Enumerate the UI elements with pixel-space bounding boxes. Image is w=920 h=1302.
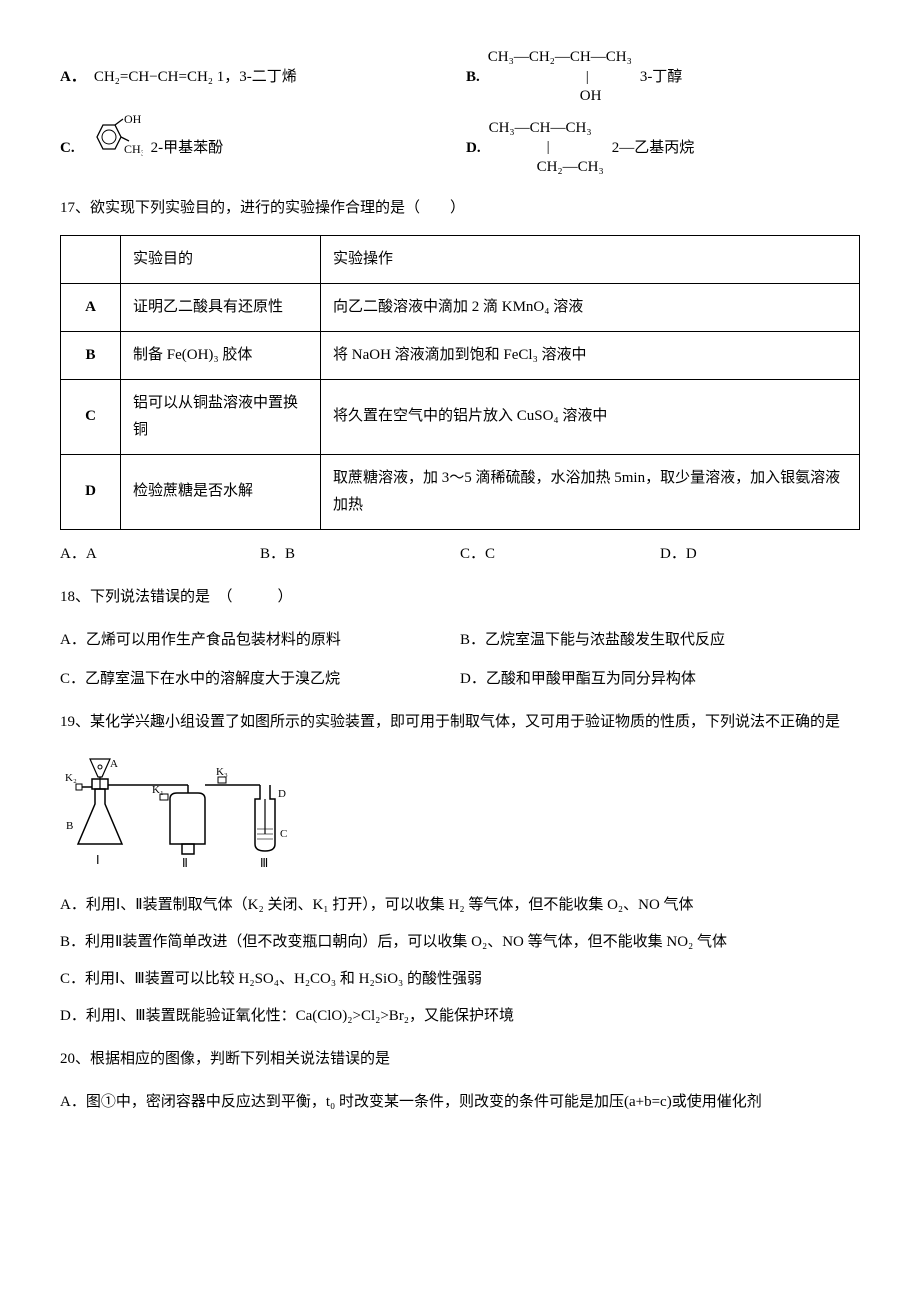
q19-a: A．利用Ⅰ、Ⅱ装置制取气体（K₂ 关闭、K₁ 打开），可以收集 H₂ 等气体，但… — [60, 889, 860, 922]
row-a-purpose: 证明乙二酸具有还原性 — [121, 283, 321, 331]
q19-d: D．利用Ⅰ、Ⅲ装置既能验证氧化性：Ca(ClO)₂>Cl₂>Br₂，又能保护环境 — [60, 1000, 860, 1033]
q17-table: 实验目的 实验操作 A 证明乙二酸具有还原性 向乙二酸溶液中滴加 2 滴 KMn… — [60, 235, 860, 530]
table-row: D 检验蔗糖是否水解 取蔗糖溶液，加 3～5 滴稀硫酸，水浴加热 5min，取少… — [61, 454, 860, 529]
q20-a: A．图①中，密闭容器中反应达到平衡，t₀ 时改变某一条件，则改变的条件可能是加压… — [60, 1086, 860, 1119]
apparatus-diagram: K₂ A B Ⅰ K₁ Ⅱ K₃ D C Ⅲ — [60, 749, 860, 879]
row-d-operation: 取蔗糖溶液，加 3～5 滴稀硫酸，水浴加热 5min，取少量溶液，加入银氨溶液加… — [321, 454, 860, 529]
q17-stem: 17、欲实现下列实验目的，进行的实验操作合理的是（ ） — [60, 192, 860, 225]
table-row: A 证明乙二酸具有还原性 向乙二酸溶液中滴加 2 滴 KMnO₄ 溶液 — [61, 283, 860, 331]
svg-text:D: D — [278, 788, 286, 800]
q18-stem: 18、下列说法错误的是 （ ） — [60, 581, 860, 614]
option-b-name: 3-丁醇 — [640, 61, 683, 94]
svg-text:CH₃: CH₃ — [124, 142, 143, 156]
q16-row-ab: A． CH₂=CH−CH=CH₂ 1，3-二丁烯 B. CH₃—CH₂—CH—C… — [60, 48, 860, 107]
option-c-label: C. — [60, 132, 75, 165]
q17-ans-a: A．A — [60, 538, 260, 571]
struct-d-bar: | — [489, 138, 604, 158]
q18-row-cd: C．乙醇室温下在水中的溶解度大于溴乙烷 D．乙酸和甲酸甲酯互为同分异构体 — [60, 663, 860, 696]
svg-text:K₂: K₂ — [65, 772, 77, 784]
row-b-operation: 将 NaOH 溶液滴加到饱和 FeCl₃ 溶液中 — [321, 331, 860, 379]
svg-text:B: B — [66, 820, 73, 832]
struct-b-bottom: OH — [488, 87, 632, 107]
q17-answers: A．A B．B C．C D．D — [60, 538, 860, 571]
struct-d-top: CH₃—CH—CH₃ — [489, 119, 604, 139]
q17-ans-c: C．C — [460, 538, 660, 571]
option-a-formula: CH₂=CH−CH=CH₂ 1，3-二丁烯 — [94, 61, 297, 94]
q17-ans-b: B．B — [260, 538, 460, 571]
q17-h-col2: 实验目的 — [121, 235, 321, 283]
q18-c: C．乙醇室温下在水中的溶解度大于溴乙烷 — [60, 663, 460, 696]
q20-stem: 20、根据相应的图像，判断下列相关说法错误的是 — [60, 1043, 860, 1076]
row-c-id: C — [61, 379, 121, 454]
row-a-id: A — [61, 283, 121, 331]
svg-text:Ⅱ: Ⅱ — [182, 856, 188, 870]
row-d-id: D — [61, 454, 121, 529]
svg-text:OH: OH — [124, 115, 142, 126]
q18-b: B．乙烷室温下能与浓盐酸发生取代反应 — [460, 624, 860, 657]
q16-option-d: D. CH₃—CH—CH₃ | CH₂—CH₃ 2—乙基丙烷 — [466, 119, 860, 178]
q17-h-col1 — [61, 235, 121, 283]
q17-header-row: 实验目的 实验操作 — [61, 235, 860, 283]
q18-row-ab: A．乙烯可以用作生产食品包装材料的原料 B．乙烷室温下能与浓盐酸发生取代反应 — [60, 624, 860, 657]
option-d-label: D. — [466, 132, 481, 165]
q16-option-a: A． CH₂=CH−CH=CH₂ 1，3-二丁烯 — [60, 61, 454, 94]
row-b-id: B — [61, 331, 121, 379]
q19-c: C．利用Ⅰ、Ⅲ装置可以比较 H₂SO₄、H₂CO₃ 和 H₂SiO₃ 的酸性强弱 — [60, 963, 860, 996]
row-c-operation: 将久置在空气中的铝片放入 CuSO₄ 溶液中 — [321, 379, 860, 454]
q18-a: A．乙烯可以用作生产食品包装材料的原料 — [60, 624, 460, 657]
option-a-label: A． — [60, 61, 86, 94]
svg-text:K₃: K₃ — [216, 766, 228, 778]
q17-ans-d: D．D — [660, 538, 860, 571]
row-a-operation: 向乙二酸溶液中滴加 2 滴 KMnO₄ 溶液 — [321, 283, 860, 331]
q19-b: B．利用Ⅱ装置作简单改进（但不改变瓶口朝向）后，可以收集 O₂、NO 等气体，但… — [60, 926, 860, 959]
struct-b-bar: | — [488, 68, 632, 88]
struct-d-bottom: CH₂—CH₃ — [489, 158, 604, 178]
option-d-name: 2—乙基丙烷 — [612, 132, 695, 165]
row-c-purpose: 铝可以从铜盐溶液中置换铜 — [121, 379, 321, 454]
table-row: C 铝可以从铜盐溶液中置换铜 将久置在空气中的铝片放入 CuSO₄ 溶液中 — [61, 379, 860, 454]
option-d-struct: CH₃—CH—CH₃ | CH₂—CH₃ — [489, 119, 604, 178]
struct-b-top: CH₃—CH₂—CH—CH₃ — [488, 48, 632, 68]
q18-d: D．乙酸和甲酸甲酯互为同分异构体 — [460, 663, 860, 696]
option-c-name: 2-甲基苯酚 — [151, 132, 224, 165]
option-b-struct: CH₃—CH₂—CH—CH₃ | OH — [488, 48, 632, 107]
svg-text:K₁: K₁ — [152, 784, 164, 796]
svg-text:Ⅰ: Ⅰ — [96, 853, 100, 867]
q19-stem: 19、某化学兴趣小组设置了如图所示的实验装置，即可用于制取气体，又可用于验证物质… — [60, 706, 860, 739]
q16-option-c: C. OH CH₃ 2-甲基苯酚 — [60, 115, 454, 182]
q17-h-col3: 实验操作 — [321, 235, 860, 283]
row-d-purpose: 检验蔗糖是否水解 — [121, 454, 321, 529]
q16-row-cd: C. OH CH₃ 2-甲基苯酚 D. CH₃—CH—CH₃ | CH₂—CH₃… — [60, 115, 860, 182]
svg-text:A: A — [110, 758, 118, 770]
benzene-icon: OH CH₃ — [83, 115, 143, 182]
row-b-purpose: 制备 Fe(OH)₃ 胶体 — [121, 331, 321, 379]
svg-text:Ⅲ: Ⅲ — [260, 856, 268, 870]
option-b-label: B. — [466, 61, 480, 94]
table-row: B 制备 Fe(OH)₃ 胶体 将 NaOH 溶液滴加到饱和 FeCl₃ 溶液中 — [61, 331, 860, 379]
q16-option-b: B. CH₃—CH₂—CH—CH₃ | OH 3-丁醇 — [466, 48, 860, 107]
svg-text:C: C — [280, 828, 287, 840]
